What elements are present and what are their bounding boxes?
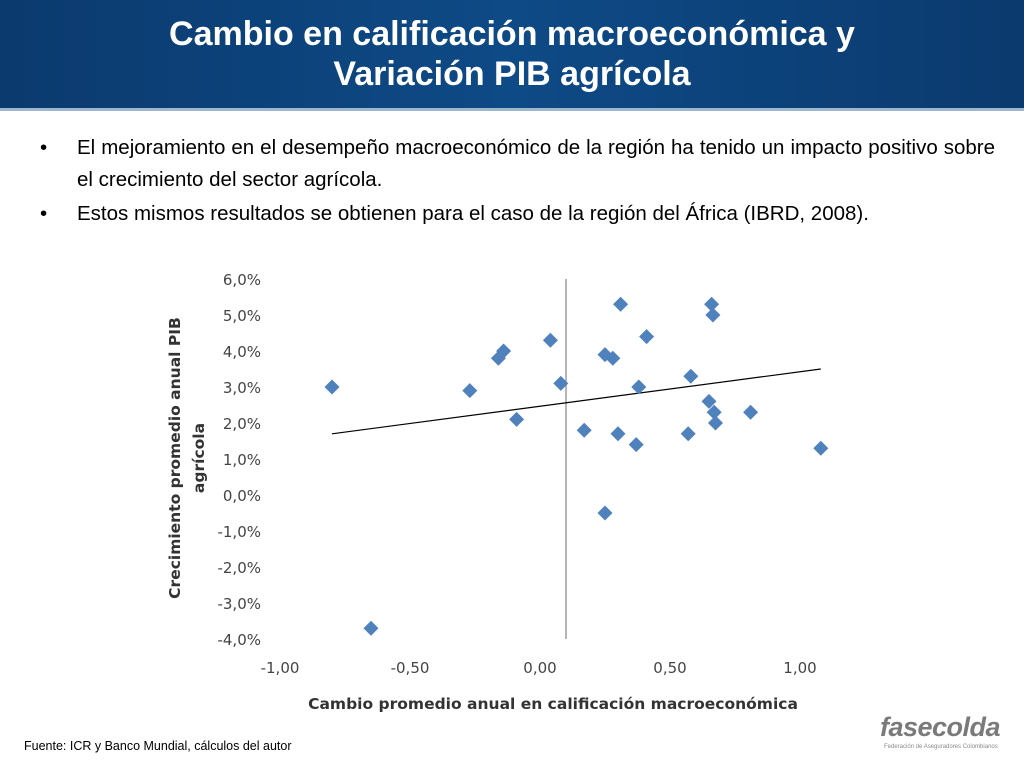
data-point: [462, 383, 478, 399]
x-tick-label: 0,50: [653, 659, 686, 677]
y-tick-label: -2,0%: [217, 559, 261, 577]
data-point: [743, 404, 759, 420]
data-point: [597, 505, 613, 521]
y-tick-label: 0,0%: [223, 487, 261, 505]
data-point: [605, 350, 621, 366]
x-tick-label: 0,00: [523, 659, 556, 677]
bullet-item: • Estos mismos resultados se obtienen pa…: [40, 198, 995, 230]
x-tick-label: 1,00: [783, 659, 816, 677]
bullet-dot: •: [40, 202, 48, 225]
data-point: [628, 437, 644, 453]
bullet-list: • El mejoramiento en el desempeño macroe…: [40, 132, 995, 232]
y-tick-label: 4,0%: [223, 343, 261, 361]
bullet-item: • El mejoramiento en el desempeño macroe…: [40, 132, 995, 196]
y-tick-label: -4,0%: [217, 631, 261, 649]
x-tick-label: -0,50: [391, 659, 430, 677]
source-footnote: Fuente: ICR y Banco Mundial, cálculos de…: [24, 739, 292, 753]
y-tick-label: -3,0%: [217, 595, 261, 613]
slide-title-line-2: Variación PIB agrícola: [333, 55, 691, 93]
data-point: [509, 411, 525, 427]
data-point: [610, 426, 626, 442]
data-point: [613, 296, 629, 312]
data-point: [701, 393, 717, 409]
data-point: [553, 375, 569, 391]
data-point: [639, 329, 655, 345]
data-point: [706, 404, 722, 420]
x-axis-title: Cambio promedio anual en calificación ma…: [308, 695, 798, 713]
fasecolda-logo: fasecolda Federación de Aseguradores Col…: [880, 712, 1010, 757]
y-tick-label: 6,0%: [223, 271, 261, 289]
slide-title-line-1: Cambio en calificación macroeconómica y: [169, 15, 855, 53]
x-tick-label: -1,00: [261, 659, 300, 677]
logo-subtitle: Federación de Aseguradores Colombianos: [884, 744, 998, 750]
y-tick-label: 5,0%: [223, 307, 261, 325]
data-point: [363, 620, 379, 636]
data-point: [576, 422, 592, 438]
y-tick-label: 1,0%: [223, 451, 261, 469]
bullet-text: El mejoramiento en el desempeño macroeco…: [77, 136, 995, 191]
data-point: [324, 379, 340, 395]
data-point: [705, 307, 721, 323]
data-point: [683, 368, 699, 384]
data-point: [680, 426, 696, 442]
bullet-text: Estos mismos resultados se obtienen para…: [77, 202, 869, 225]
data-point: [813, 440, 829, 456]
y-axis-title-line-1: Crecimiento promedio anual PIB: [166, 317, 184, 599]
slide-title-bar: Cambio en calificación macroeconómica y …: [0, 0, 1024, 111]
bullet-dot: •: [40, 136, 48, 159]
logo-wordmark: fasecolda: [880, 712, 1001, 742]
data-point: [708, 415, 723, 431]
data-point: [542, 332, 558, 348]
y-tick-label: -1,0%: [217, 523, 261, 541]
data-point: [631, 379, 647, 395]
y-tick-label: 3,0%: [223, 379, 261, 397]
trendline: [331, 368, 821, 435]
data-point: [496, 343, 512, 359]
data-point: [704, 296, 720, 312]
y-tick-label: 2,0%: [223, 415, 261, 433]
y-axis-title-line-2: agrícola: [190, 423, 208, 493]
